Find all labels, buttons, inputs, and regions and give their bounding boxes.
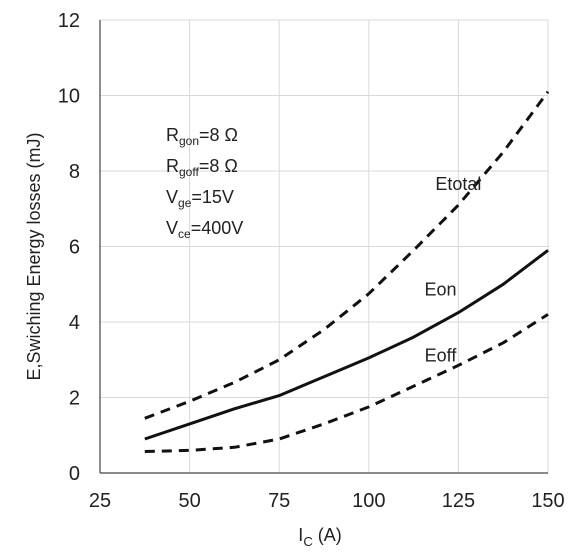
x-axis-title: IC (A) [298,525,341,549]
condition-text: Vce=400V [166,218,243,241]
series-label-etotal: Etotal [435,174,481,194]
x-tick-label: 125 [442,490,475,512]
y-tick-label: 8 [69,161,80,183]
y-tick-label: 12 [58,10,80,32]
condition-text: Vge=15V [166,187,234,210]
series-line-etotal [144,90,550,420]
x-tick-label: 150 [531,490,564,512]
y-axis-title: E,Swiching Energy losses (mJ) [24,132,44,380]
series-line-eoff [144,313,549,453]
x-tick-label: 25 [89,490,111,512]
series-label-eon: Eon [424,280,456,300]
condition-text: Rgon=8 Ω [166,125,238,148]
y-tick-label: 0 [69,463,80,485]
y-tick-label: 4 [69,312,80,334]
y-tick-label: 2 [69,388,80,410]
condition-text: Rgoff=8 Ω [166,156,238,179]
series-label-eoff: Eoff [425,346,458,366]
series-line-eon [144,249,549,441]
x-tick-label: 50 [178,490,200,512]
x-tick-label: 75 [268,490,290,512]
y-tick-label: 6 [69,237,80,259]
y-tick-label: 10 [58,86,80,108]
x-tick-label: 100 [352,490,385,512]
